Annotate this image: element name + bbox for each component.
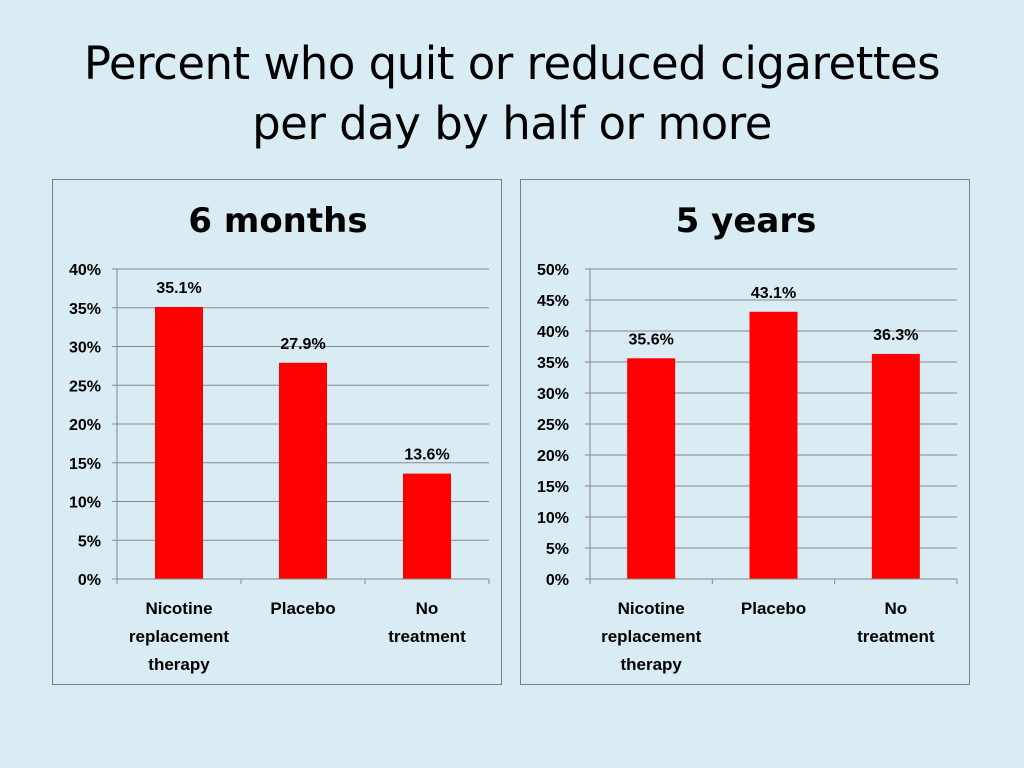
y-tick-label: 25% (537, 417, 569, 434)
x-category-label: No (416, 599, 439, 618)
y-tick-label: 30% (69, 340, 101, 357)
data-label: 13.6% (404, 447, 449, 464)
bar-no-treatment (403, 473, 451, 579)
x-category-label: No (884, 599, 907, 618)
y-tick-label: 35% (537, 355, 569, 372)
chart-5-years: 5 years 0% 5% 10% 15% 20% 25% 30% 35% 40% 45% 50% 35… (520, 179, 970, 685)
chart-svg: 6 months 0% 5% 10% 15% 20% 25% 30% 35% 40% 35.1% Ni… (69, 201, 490, 674)
chart-title: 5 years (676, 201, 817, 241)
y-tick-label: 15% (69, 456, 101, 473)
x-category-label: Nicotine (145, 599, 212, 618)
slide-title-line-2: per day by half or more (252, 97, 772, 150)
slide-title: Percent who quit or reduced cigarettes p… (0, 34, 1024, 154)
y-tick-label: 25% (69, 378, 101, 395)
chart-svg: 5 years 0% 5% 10% 15% 20% 25% 30% 35% 40% 45% 50% 35… (537, 201, 958, 674)
bar-placebo (279, 362, 327, 579)
y-tick-label: 20% (69, 417, 101, 434)
y-tick-label: 35% (69, 301, 101, 318)
bar-nicotine-replacement-therapy (627, 358, 676, 579)
slide-title-line-1: Percent who quit or reduced cigarettes (83, 37, 941, 90)
y-tick-label: 5% (546, 541, 569, 558)
y-tick-label: 50% (537, 262, 569, 279)
y-tick-label: 20% (537, 448, 569, 465)
y-tick-label: 40% (537, 324, 569, 341)
x-category-label: therapy (620, 655, 682, 674)
y-tick-label: 5% (78, 533, 101, 550)
data-label: 43.1% (751, 285, 796, 302)
y-tick-label: 30% (537, 386, 569, 403)
x-category-label: treatment (857, 627, 935, 646)
x-category-label: replacement (601, 627, 701, 646)
x-category-label: replacement (129, 627, 229, 646)
x-category-label: Placebo (270, 599, 335, 618)
y-tick-label: 0% (78, 572, 101, 589)
bar-placebo (749, 311, 798, 579)
x-category-label: therapy (148, 655, 210, 674)
bar-nicotine-replacement-therapy (155, 306, 203, 579)
data-label: 35.6% (628, 331, 673, 348)
y-tick-label: 0% (546, 572, 569, 589)
y-tick-label: 15% (537, 479, 569, 496)
y-tick-label: 10% (537, 510, 569, 527)
x-category-label: Placebo (741, 599, 806, 618)
y-tick-label: 10% (69, 495, 101, 512)
data-label: 36.3% (873, 327, 918, 344)
x-category-label: treatment (388, 627, 466, 646)
x-category-label: Nicotine (618, 599, 685, 618)
chart-6-months: 6 months 0% 5% 10% 15% 20% 25% 30% 35% 40% 35.1% Ni… (52, 179, 502, 685)
data-label: 35.1% (156, 280, 201, 297)
data-label: 27.9% (280, 336, 325, 353)
y-tick-label: 45% (537, 293, 569, 310)
chart-title: 6 months (188, 201, 367, 241)
y-tick-label: 40% (69, 262, 101, 279)
bar-no-treatment (871, 353, 920, 579)
